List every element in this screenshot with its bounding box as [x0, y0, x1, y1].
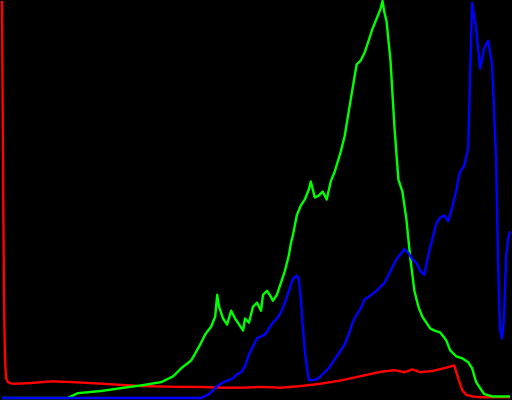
blue-channel-line — [2, 1, 512, 400]
green-channel-line — [2, 0, 510, 400]
histogram-chart — [0, 0, 512, 400]
series-layer — [0, 0, 512, 400]
plot-background — [0, 0, 512, 400]
red-channel-line — [0, 0, 510, 399]
